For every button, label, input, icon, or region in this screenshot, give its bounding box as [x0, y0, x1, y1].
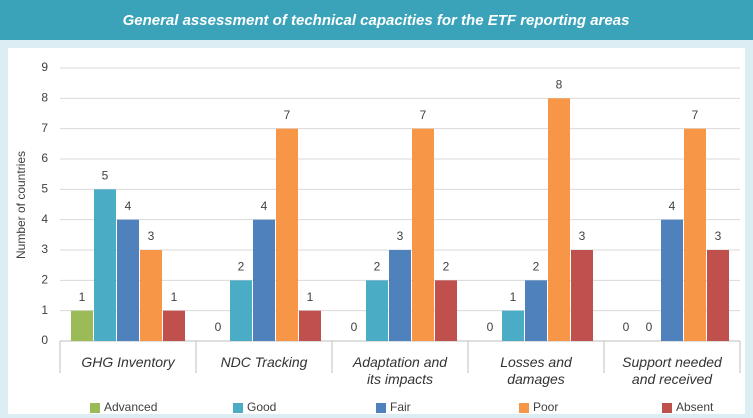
legend-swatch: [233, 403, 243, 413]
y-tick-label: 7: [41, 121, 48, 135]
bar: [684, 128, 706, 341]
y-tick-label: 1: [41, 303, 48, 317]
bar: [435, 280, 457, 341]
y-axis-label: Number of countries: [14, 151, 28, 259]
data-label: 0: [487, 320, 494, 334]
legend-swatch: [376, 403, 386, 413]
data-label: 1: [171, 290, 178, 304]
bar: [94, 189, 116, 341]
legend-label: Good: [247, 400, 276, 414]
legend-label: Poor: [533, 400, 558, 414]
x-tick-label: Adaptation and its impacts: [352, 354, 448, 387]
legend-swatch: [519, 403, 529, 413]
data-label: 2: [533, 260, 540, 274]
bar: [661, 219, 683, 341]
data-label: 7: [420, 108, 427, 122]
data-label: 3: [579, 229, 586, 243]
data-label: 4: [261, 199, 268, 213]
bar: [389, 250, 411, 341]
x-tick-label: Losses and damages: [500, 354, 573, 387]
data-label: 4: [125, 199, 132, 213]
title-bar: [0, 0, 753, 40]
data-label: 0: [623, 320, 630, 334]
bar: [163, 310, 185, 341]
bar: [366, 280, 388, 341]
data-label: 1: [79, 290, 86, 304]
data-label: 8: [556, 78, 563, 92]
x-tick-label: Support needed and received: [622, 354, 723, 387]
chart-title: General assessment of technical capaciti…: [123, 12, 630, 29]
data-label: 0: [646, 320, 653, 334]
data-label: 3: [397, 229, 404, 243]
y-tick-label: 8: [41, 91, 48, 105]
data-label: 0: [351, 320, 358, 334]
data-label: 5: [102, 169, 109, 183]
legend-label: Fair: [390, 400, 411, 414]
y-tick-label: 2: [41, 273, 48, 287]
legend-label: Advanced: [104, 400, 157, 414]
data-label: 2: [238, 260, 245, 274]
bar: [71, 310, 93, 341]
bar: [502, 310, 524, 341]
data-label: 3: [715, 229, 722, 243]
y-tick-label: 4: [41, 212, 48, 226]
bar: [412, 128, 434, 341]
data-label: 1: [510, 290, 517, 304]
data-label: 2: [443, 260, 450, 274]
data-label: 2: [374, 260, 381, 274]
y-tick-label: 3: [41, 242, 48, 256]
bar: [117, 219, 139, 341]
data-label: 7: [692, 108, 699, 122]
bar: [571, 250, 593, 341]
data-label: 7: [284, 108, 291, 122]
bar: [525, 280, 547, 341]
bar: [707, 250, 729, 341]
x-tick-label: NDC Tracking: [221, 354, 308, 370]
y-tick-label: 9: [41, 60, 48, 74]
legend-swatch: [90, 403, 100, 413]
data-label: 0: [215, 320, 222, 334]
bar: [299, 310, 321, 341]
y-tick-label: 6: [41, 151, 48, 165]
legend-swatch: [662, 403, 672, 413]
bar: [140, 250, 162, 341]
data-label: 1: [307, 290, 314, 304]
data-label: 3: [148, 229, 155, 243]
y-tick-label: 0: [41, 333, 48, 347]
bar: [253, 219, 275, 341]
x-tick-label: GHG Inventory: [81, 354, 175, 370]
bar: [276, 128, 298, 341]
data-label: 4: [669, 199, 676, 213]
bar: [548, 98, 570, 341]
bar: [230, 280, 252, 341]
y-tick-label: 5: [41, 182, 48, 196]
legend-label: Absent: [676, 400, 714, 414]
